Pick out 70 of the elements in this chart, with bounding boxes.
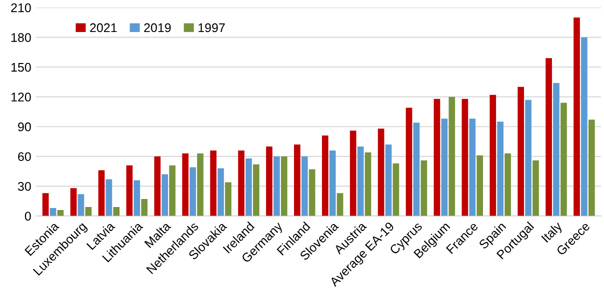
- bar: [253, 164, 260, 216]
- bar: [525, 100, 532, 216]
- bar: [210, 150, 216, 216]
- bar: [218, 168, 224, 216]
- bar: [413, 122, 420, 216]
- legend-label: 2021: [90, 23, 117, 32]
- y-tick-label: 150: [11, 62, 31, 72]
- bar: [162, 174, 168, 216]
- bar: [546, 58, 552, 216]
- bar: [280, 156, 288, 216]
- bar: [553, 82, 560, 216]
- bar: [560, 102, 567, 216]
- bar: [266, 146, 272, 216]
- bar: [476, 155, 483, 216]
- bar: [497, 122, 504, 216]
- bar: [50, 208, 56, 216]
- bar: [85, 207, 92, 216]
- bar: [182, 153, 189, 216]
- y-tick-label: 180: [11, 33, 31, 42]
- bar: [329, 150, 336, 216]
- bar: [42, 193, 49, 216]
- bar: [490, 94, 496, 216]
- bar: [190, 167, 196, 216]
- y-tick-label: 30: [18, 182, 31, 191]
- bar: [322, 136, 328, 216]
- bar: [308, 169, 316, 216]
- bar: [141, 199, 148, 216]
- bar: [246, 158, 252, 216]
- bar: [301, 156, 308, 216]
- bar: [420, 160, 428, 216]
- legend-label: 1997: [198, 23, 225, 32]
- bar: [225, 182, 232, 216]
- y-tick-label: 0: [24, 212, 31, 221]
- bar: [392, 163, 400, 216]
- bar: [441, 118, 448, 216]
- y-tick-label: 90: [18, 122, 31, 132]
- bar: [134, 180, 140, 216]
- bar: [581, 37, 588, 216]
- bar: [518, 86, 524, 216]
- bar: [113, 207, 120, 216]
- bar: [238, 150, 244, 216]
- bar: [336, 193, 344, 216]
- bar: [169, 165, 176, 216]
- bar: [504, 153, 511, 216]
- bar: [364, 152, 372, 216]
- bar: [385, 144, 392, 216]
- bar: [98, 170, 105, 216]
- bar: [448, 96, 456, 216]
- bar: [350, 130, 356, 216]
- legend-label: 2019: [144, 23, 171, 32]
- bar: [197, 153, 204, 216]
- bar: [532, 160, 539, 216]
- bar: [126, 165, 133, 216]
- bar: [588, 120, 595, 216]
- bar: [406, 108, 412, 216]
- bar: [106, 179, 112, 216]
- bar: [154, 156, 161, 216]
- y-tick-label: 60: [18, 152, 31, 162]
- bar: [78, 194, 84, 216]
- bar: [274, 156, 280, 216]
- y-tick-label: 120: [11, 92, 31, 102]
- bar: [469, 118, 476, 216]
- bar: [294, 144, 300, 216]
- bar: [574, 17, 580, 216]
- bar: [357, 146, 364, 216]
- bar: [462, 98, 468, 216]
- y-tick-label: 210: [11, 3, 31, 12]
- bar: [434, 98, 440, 216]
- bar: [70, 188, 77, 216]
- bar: [378, 128, 384, 216]
